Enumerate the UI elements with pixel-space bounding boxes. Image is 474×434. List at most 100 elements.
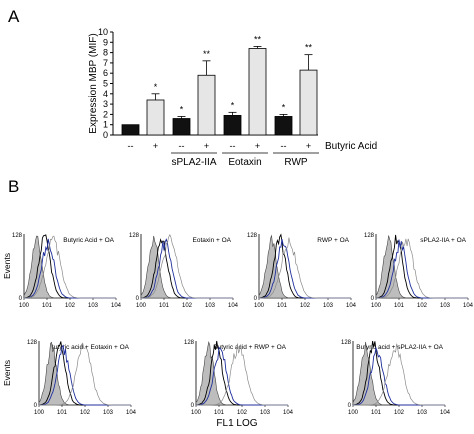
histogram-x-axis-title: FL1 LOG <box>216 418 257 429</box>
histogram-x-tick-label: 101 <box>214 410 225 416</box>
histogram-x-tick-label: 100 <box>371 303 382 309</box>
histogram-x-tick-label: 101 <box>394 303 405 309</box>
histogram-x-tick-label: 100 <box>136 303 147 309</box>
significance-marker: ** <box>254 34 262 44</box>
histogram-x-tick-label: 101 <box>57 410 68 416</box>
y-axis-title: Expression MBP (MIF) <box>88 33 99 133</box>
histogram-x-tick-label: 100 <box>191 410 202 416</box>
histogram-x-tick-label: 103 <box>440 303 451 309</box>
histogram-x-tick-label: 104 <box>283 410 294 416</box>
y-tick-label: 8 <box>103 48 108 58</box>
histogram-x-tick-label: 103 <box>103 410 114 416</box>
histogram-x-tick-label: 104 <box>463 303 474 309</box>
histogram-curve-gray <box>353 343 445 406</box>
histogram-y-tick-label: 128 <box>341 340 352 346</box>
histogram-x-tick-label: 102 <box>417 303 428 309</box>
significance-marker: * <box>180 104 184 114</box>
histogram-curve-gray <box>196 343 288 406</box>
bar <box>248 48 267 136</box>
histogram-x-tick-label: 103 <box>88 303 99 309</box>
histogram-curve-gray <box>376 238 468 299</box>
histogram-panel-title: sPLA2-IIA + OA <box>420 237 466 244</box>
significance-marker: * <box>154 82 158 92</box>
histogram-panel-title: RWP + OA <box>317 237 349 244</box>
group-label: RWP <box>284 157 307 168</box>
y-tick-label: 2 <box>103 109 108 119</box>
histogram-y-tick-label: 0 <box>348 403 352 409</box>
group-label: sPLA2-IIA <box>171 157 216 168</box>
histogram-y-axis-title: Events <box>2 360 12 386</box>
histogram-x-tick-label: 104 <box>126 410 137 416</box>
condition-symbol: + <box>306 141 311 151</box>
y-tick-label: 6 <box>103 68 108 78</box>
histogram-x-tick-label: 104 <box>346 303 357 309</box>
bar <box>299 69 318 136</box>
histogram-x-tick-label: 100 <box>254 303 265 309</box>
histogram-y-tick-label: 0 <box>34 403 38 409</box>
histogram-curve-gray <box>259 237 351 299</box>
histogram-x-tick-label: 103 <box>323 303 334 309</box>
bar <box>172 118 191 136</box>
y-tick-label: 10 <box>98 27 108 37</box>
histogram-x-tick-label: 102 <box>80 410 91 416</box>
histogram-x-tick-label: 104 <box>228 303 239 309</box>
group-label: Eotaxin <box>228 157 261 168</box>
condition-symbol: -- <box>230 141 236 151</box>
significance-marker: * <box>231 100 235 110</box>
bar <box>121 124 140 136</box>
histogram-x-tick-label: 100 <box>348 410 359 416</box>
histogram-y-tick-label: 0 <box>371 296 375 302</box>
histogram-panel-title: Butyric acid + RWP + OA <box>213 344 286 351</box>
histogram-curve-gray <box>39 342 131 406</box>
significance-marker: ** <box>203 49 211 59</box>
y-tick-label: 5 <box>103 79 108 89</box>
bar <box>223 115 242 136</box>
histogram-x-tick-label: 103 <box>417 410 428 416</box>
histogram-y-tick-label: 0 <box>254 296 258 302</box>
bar <box>146 99 165 136</box>
histogram-y-axis-title: Events <box>2 253 12 279</box>
histogram-curve-gray <box>24 235 116 299</box>
histogram-x-tick-label: 103 <box>260 410 271 416</box>
histogram-y-tick-label: 0 <box>191 403 195 409</box>
histogram-curve-gray <box>141 233 233 299</box>
condition-symbol: + <box>255 141 260 151</box>
histogram-x-tick-label: 102 <box>65 303 76 309</box>
y-tick-label: 9 <box>103 37 108 47</box>
histogram-x-tick-label: 101 <box>159 303 170 309</box>
histogram-y-tick-label: 128 <box>12 233 23 239</box>
histogram-isotype-fill <box>140 235 233 299</box>
histogram-y-tick-label: 0 <box>136 296 140 302</box>
significance-marker: ** <box>305 43 313 53</box>
histogram-x-tick-label: 100 <box>34 410 45 416</box>
y-tick-label: 0 <box>103 130 108 140</box>
histogram-isotype-fill <box>195 341 288 406</box>
histogram-x-tick-label: 102 <box>182 303 193 309</box>
condition-symbol: -- <box>179 141 185 151</box>
histogram-y-tick-label: 128 <box>27 340 38 346</box>
histogram-panel-title: Eotaxin + OA <box>193 237 232 244</box>
histogram-y-tick-label: 128 <box>184 340 195 346</box>
histogram-panel-title: Butyric Acid + OA <box>63 237 114 244</box>
condition-symbol: + <box>153 141 158 151</box>
histogram-x-tick-label: 102 <box>300 303 311 309</box>
histogram-x-tick-label: 101 <box>42 303 53 309</box>
histogram-y-tick-label: 0 <box>19 296 23 302</box>
histogram-x-tick-label: 103 <box>205 303 216 309</box>
condition-symbol: -- <box>128 141 134 151</box>
histogram-x-tick-label: 101 <box>277 303 288 309</box>
significance-marker: * <box>282 102 286 112</box>
histogram-x-tick-label: 101 <box>371 410 382 416</box>
histogram-panel-title: Butyric acid + sPLA2-IIA + OA <box>356 344 443 351</box>
histogram-x-tick-label: 104 <box>111 303 122 309</box>
y-tick-label: 1 <box>103 120 108 130</box>
